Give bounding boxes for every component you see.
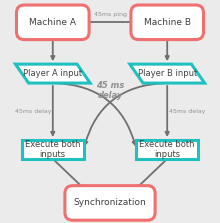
- Text: Machine A: Machine A: [29, 18, 76, 27]
- Text: 45ms delay: 45ms delay: [169, 109, 205, 114]
- FancyBboxPatch shape: [22, 140, 84, 159]
- Text: Execute both
inputs: Execute both inputs: [139, 140, 195, 159]
- Polygon shape: [15, 64, 90, 83]
- FancyBboxPatch shape: [131, 5, 204, 40]
- Text: Player A input: Player A input: [23, 69, 82, 78]
- Text: Machine B: Machine B: [144, 18, 191, 27]
- Text: Execute both
inputs: Execute both inputs: [25, 140, 81, 159]
- Text: Synchronization: Synchronization: [74, 198, 146, 207]
- Text: 45 ms
delay: 45 ms delay: [96, 81, 124, 100]
- Polygon shape: [130, 64, 205, 83]
- Text: Player B input: Player B input: [138, 69, 197, 78]
- Text: 45ms delay: 45ms delay: [15, 109, 51, 114]
- FancyBboxPatch shape: [16, 5, 89, 40]
- FancyBboxPatch shape: [136, 140, 198, 159]
- Text: 45ms ping: 45ms ping: [94, 12, 126, 17]
- FancyBboxPatch shape: [65, 186, 155, 220]
